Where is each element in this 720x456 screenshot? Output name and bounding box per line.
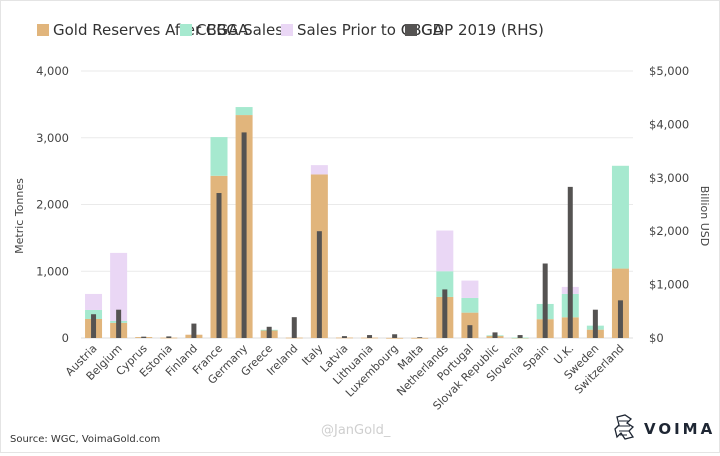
bar-gdp-austria [91,314,97,338]
bar-gdp-lithuania [367,335,373,338]
y2-tick-label: $0 [649,331,664,345]
legend-item-gdp-2019-rhs: GDP 2019 (RHS) [405,21,544,39]
bar-group-cyprus [135,336,153,338]
legend-item-gold-reserves-after-cbga: Gold Reserves After CBGA [37,21,249,39]
legend-item-cbga-sales: CBGA Sales [180,21,283,39]
bar-group-greece [260,326,278,338]
bar-gdp-portugal [467,325,473,338]
legend-swatch [281,24,293,36]
y2-tick-label: $5,000 [649,64,689,78]
bar-sales-prior-to-cbga-italy [310,165,328,175]
y-tick-label: 3,000 [36,131,69,145]
bar-group-latvia [335,336,353,339]
bar-group-finland [185,323,203,338]
bar-cbga-sales-switzerland [611,165,629,269]
legend-label: GDP 2019 (RHS) [421,21,544,39]
bar-gdp-luxembourg [392,334,398,338]
bar-group-spain [536,263,554,338]
y-tick-label: 2,000 [36,198,69,212]
bar-group-portugal [461,280,479,338]
bar-cbga-sales-portugal [461,297,479,313]
bar-gdp-france [216,193,222,338]
bar-gdp-slovenia [517,335,523,338]
bar-group-estonia [160,336,178,339]
bar-gdp-ireland [291,317,297,338]
bar-group-sweden [586,309,604,338]
legend-swatch [180,24,192,36]
bar-gdp-italy [316,231,322,338]
brand-name: VOIMA [644,420,715,438]
gridlines [81,70,633,339]
bar-group-belgium [110,252,128,338]
bar-group-u-k [561,186,579,338]
bar-gdp-belgium [116,309,122,338]
y2-tick-label: $4,000 [649,117,689,131]
bar-group-italy [310,165,328,338]
x-axis: AustriaBelgiumCyprusEstoniaFinlandFrance… [63,342,627,413]
bar-sales-prior-to-cbga-belgium [110,252,128,321]
y-tick-label: 1,000 [36,264,69,278]
bar-group-slovenia [511,335,529,339]
lion-crest-icon [614,414,635,440]
y2-axis-title: Billion USD [698,186,711,246]
bar-cbga-sales-netherlands [436,271,454,297]
bar-gdp-u-k [567,186,573,338]
y2-tick-label: $1,000 [649,278,689,292]
legend-item-sales-prior-to-cbga: Sales Prior to CBGA [281,21,444,39]
bar-sales-prior-to-cbga-netherlands [436,230,454,272]
bar-gdp-estonia [166,336,172,338]
y-axis-left: 0 1,000 2,000 3,000 4,000 [36,64,69,345]
bar-group-netherlands [436,230,454,338]
bar-gold-reserves-after-cbga-luxembourg [386,337,404,339]
y2-tick-label: $3,000 [649,171,689,185]
bar-group-slovak-republic [486,332,504,338]
voima-logo: VOIMA [614,414,715,440]
bar-group-luxembourg [386,334,404,339]
bar-gdp-netherlands [442,289,448,338]
bar-group-lithuania [361,335,379,339]
bar-gdp-finland [191,323,197,338]
bar-gdp-cyprus [141,336,147,338]
bar-sales-prior-to-cbga-portugal [461,280,479,298]
legend-label: CBGA Sales [196,21,283,39]
bar-group-austria [85,293,103,338]
legend-swatch [37,24,49,36]
bar-gdp-malta [417,337,423,338]
legend-swatch [405,24,417,36]
bar-group-germany [235,107,253,339]
bar-cbga-sales-germany [235,107,253,116]
bar-gdp-switzerland [617,300,623,338]
y-axis-right: $0 $1,000 $2,000 $3,000 $4,000 $5,000 [649,64,689,345]
bar-group-france [210,137,228,338]
watermark: @JanGold_ [321,423,391,438]
bar-gdp-sweden [592,309,598,338]
bar-gdp-latvia [341,336,347,338]
bars [85,107,629,339]
bar-gdp-germany [241,132,247,338]
y-tick-label: 0 [62,331,69,345]
y-tick-label: 4,000 [36,64,69,78]
y-axis-title: Metric Tonnes [13,178,26,254]
bar-gdp-slovak-republic [492,332,498,338]
legend-label: Gold Reserves After CBGA [53,21,249,39]
source-note: Source: WGC, VoimaGold.com [10,434,160,445]
x-tick-label: Spain [520,342,551,373]
bar-gdp-spain [542,263,548,338]
bar-group-switzerland [611,165,629,338]
bar-cbga-sales-france [210,137,228,176]
bar-group-ireland [285,317,303,339]
bar-gold-reserves-after-cbga-malta [411,337,429,339]
bar-sales-prior-to-cbga-austria [85,293,103,310]
bar-group-malta [411,337,429,339]
y2-tick-label: $2,000 [649,224,689,238]
bar-gdp-greece [266,326,272,338]
